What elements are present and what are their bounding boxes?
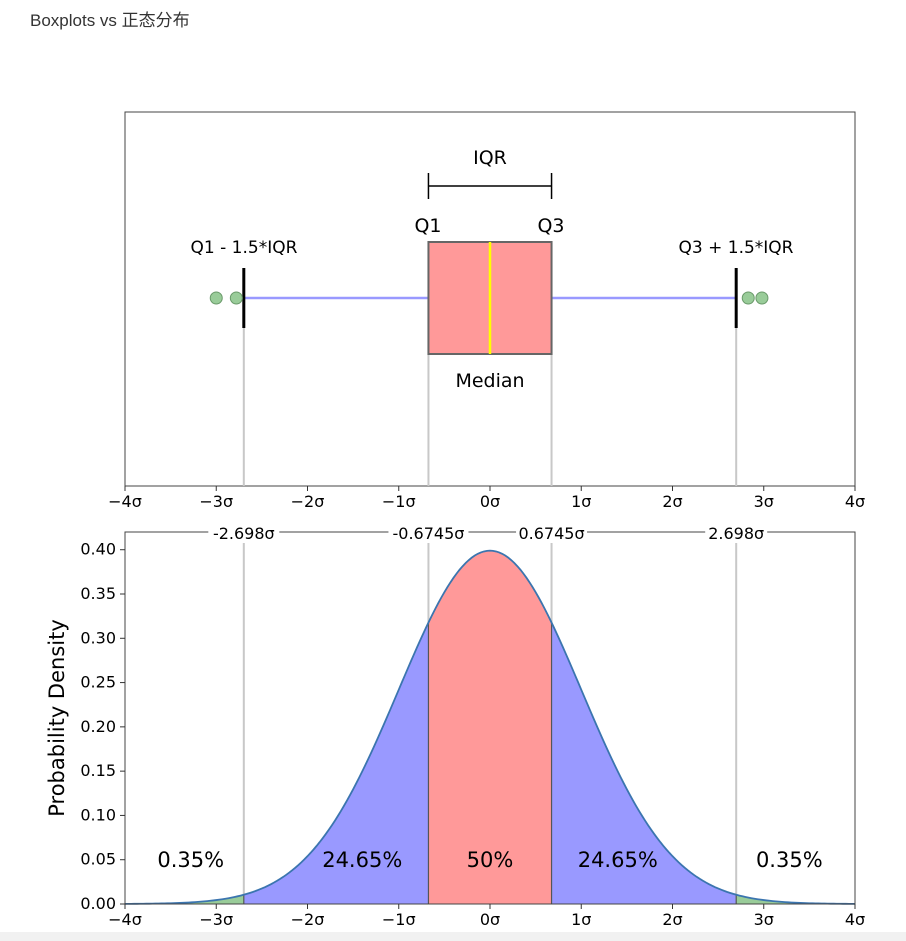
box-x-tick-label: −3σ xyxy=(199,492,233,511)
q3-annotation: Q3 xyxy=(537,215,564,237)
outlier-point-1 xyxy=(229,291,243,305)
region-percent-label-0: 0.35% xyxy=(157,848,224,872)
boundary-label-2: 0.6745σ xyxy=(518,524,584,543)
region-percent-label-4: 0.35% xyxy=(756,848,823,872)
y-tick-label: 0.35 xyxy=(80,584,116,603)
density-x-tick-label: 4σ xyxy=(845,910,865,929)
footer-band xyxy=(0,932,906,941)
boxplot-group xyxy=(209,173,769,486)
region-percent-label-2: 50% xyxy=(467,848,514,872)
region-percent-label-3: 24.65% xyxy=(578,848,658,872)
density-x-tick-label: −3σ xyxy=(199,910,233,929)
density-region-2 xyxy=(428,550,552,904)
density-x-tick-label: −1σ xyxy=(382,910,416,929)
median-annotation: Median xyxy=(455,370,524,392)
y-tick-label: 0.00 xyxy=(80,894,116,913)
outlier-point-2 xyxy=(741,291,755,305)
y-tick-label: 0.30 xyxy=(80,628,116,647)
outlier-point-0 xyxy=(209,291,223,305)
density-region-4 xyxy=(736,894,855,904)
iqr-annotation: IQR xyxy=(473,147,507,169)
density-x-tick-label: −2σ xyxy=(291,910,325,929)
boundary-label-bg-2 xyxy=(516,521,588,543)
box-x-tick-label: −4σ xyxy=(108,492,142,511)
density-y-axis: 0.00 0.05 0.10 0.15 0.20 0.25 0.30 0.35 0.40 xyxy=(80,540,125,913)
density-x-tick-label: 2σ xyxy=(662,910,682,929)
y-tick-label: 0.10 xyxy=(80,805,116,824)
box-x-tick-label: 2σ xyxy=(662,492,682,511)
outlier-point-3 xyxy=(755,291,769,305)
y-axis-label: Probability Density xyxy=(45,619,69,817)
box-x-tick-label: −1σ xyxy=(382,492,416,511)
box-x-tick-label: 0σ xyxy=(480,492,500,511)
y-tick-label: 0.25 xyxy=(80,673,116,692)
boundary-label-3: 2.698σ xyxy=(708,524,764,543)
y-tick-label: 0.20 xyxy=(80,717,116,736)
density-x-tick-label: −4σ xyxy=(108,910,142,929)
upper-fence-annotation: Q3 + 1.5*IQR xyxy=(679,238,794,258)
density-plot-group: 0.35% 24.65% 50% 24.65% 0.35% xyxy=(124,542,856,905)
y-tick-label: 0.15 xyxy=(80,761,116,780)
y-tick-label: 0.40 xyxy=(80,540,116,559)
normal-density-curve xyxy=(124,549,856,905)
box-x-tick-label: 4σ xyxy=(845,492,865,511)
density-x-tick-label: 0σ xyxy=(480,910,500,929)
page-caption: Boxplots vs 正态分布 xyxy=(30,11,190,30)
region-percent-label-1: 24.65% xyxy=(322,848,402,872)
density-region-3 xyxy=(551,622,737,904)
density-region-1 xyxy=(243,622,429,904)
y-tick-label: 0.05 xyxy=(80,850,116,869)
q1-annotation: Q1 xyxy=(414,215,441,237)
box-x-tick-label: −2σ xyxy=(291,492,325,511)
density-x-tick-label: 1σ xyxy=(571,910,591,929)
boundary-label-bg-1 xyxy=(388,521,469,543)
box-x-tick-label: 3σ xyxy=(754,492,774,511)
boxplot-x-axis: −4σ −3σ −2σ −1σ 0σ 1σ 2σ 3σ 4σ xyxy=(108,486,865,511)
boundary-label-1: -0.6745σ xyxy=(392,524,464,543)
boundary-label-bg-0 xyxy=(208,521,280,543)
boundary-label-bg-3 xyxy=(705,521,768,543)
density-x-axis: −4σ −3σ −2σ −1σ 0σ 1σ 2σ 3σ 4σ xyxy=(108,904,865,929)
box-x-tick-label: 1σ xyxy=(571,492,591,511)
density-region-0 xyxy=(125,894,244,904)
lower-fence-annotation: Q1 - 1.5*IQR xyxy=(191,238,298,258)
boundary-labels: -2.698σ -0.6745σ 0.6745σ 2.698σ xyxy=(208,521,768,543)
density-x-tick-label: 3σ xyxy=(754,910,774,929)
boundary-label-0: -2.698σ xyxy=(213,524,275,543)
